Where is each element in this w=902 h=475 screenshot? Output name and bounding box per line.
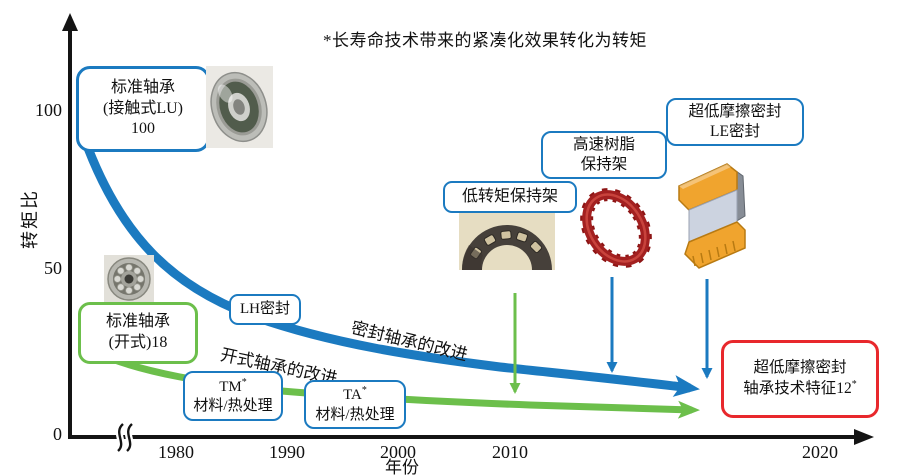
callout-le-seal: 超低摩擦密封 LE密封 <box>666 98 804 146</box>
y-axis-arrowhead <box>62 13 78 31</box>
sealed-ball-bearing-photo-icon <box>206 66 273 148</box>
x-axis-break <box>115 421 135 454</box>
x-axis-label: 年份 <box>385 458 419 475</box>
x-tick-2010: 2010 <box>492 442 528 462</box>
chart-title: *长寿命技术带来的紧凑化效果转化为转矩 <box>323 31 647 50</box>
callout-standard-contact-bearing: 标准轴承 (接触式LU) 100 <box>76 66 210 152</box>
x-tick-2000: 2000 <box>380 442 416 462</box>
callout-ultra-low-friction-bearing-feature: 超低摩擦密封 轴承技术特征12* <box>721 340 879 418</box>
low-torque-cage-photo-icon <box>459 213 555 270</box>
callout-high-speed-resin-cage: 高速树脂 保持架 <box>541 131 667 179</box>
x-tick-2020: 2020 <box>802 442 838 462</box>
x-tick-1990: 1990 <box>269 442 305 462</box>
y-tick-0: 0 <box>53 424 62 444</box>
red-resin-cage-render-icon <box>580 188 652 268</box>
axes <box>62 13 874 454</box>
callout-lh-seal: LH密封 <box>229 294 301 325</box>
callout-standard-open-bearing: 标准轴承 (开式)18 <box>78 302 198 364</box>
callout-tm-material-heat-treatment: TM* 材料/热处理 <box>183 371 283 421</box>
callout-ta-material-heat-treatment: TA* 材料/热处理 <box>304 380 406 429</box>
open-ball-bearing-photo-icon <box>104 255 154 303</box>
y-tick-100: 100 <box>35 100 62 120</box>
x-axis-arrowhead <box>854 429 874 445</box>
y-tick-50: 50 <box>44 258 62 278</box>
x-tick-1980: 1980 <box>158 442 194 462</box>
callout-low-torque-cage: 低转矩保持架 <box>443 181 577 213</box>
orange-seal-cross-section-icon <box>678 163 746 269</box>
curve-sealed-bearing <box>83 146 700 397</box>
